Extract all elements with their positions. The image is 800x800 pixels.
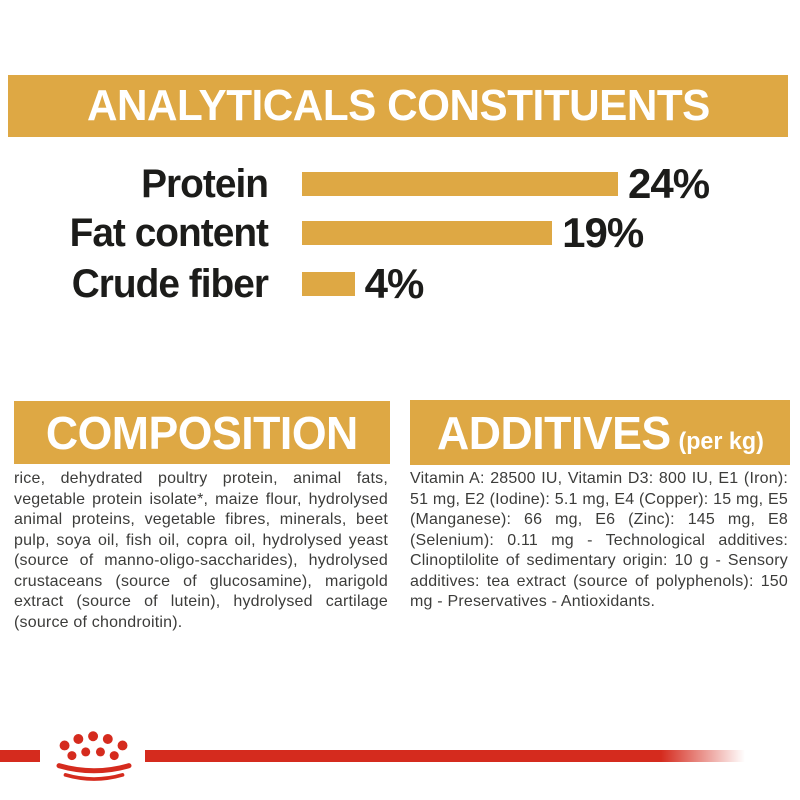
chart-row-crude-fiber: Crude fiber 4%: [0, 260, 800, 307]
additives-title-text: ADDITIVES: [436, 406, 671, 459]
analyticals-title: ANALYTICALS CONSTITUENTS: [86, 81, 710, 130]
chart-row-fat-content: Fat content 19%: [0, 209, 800, 256]
footer-red-line-right: [145, 750, 745, 762]
chart-value-label: 24%: [628, 160, 710, 207]
chart-value-label: 19%: [562, 209, 644, 256]
analyticals-header: ANALYTICALS CONSTITUENTS: [8, 75, 788, 137]
additives-title-suffix: (per kg): [678, 427, 764, 455]
additives-title: ADDITIVES (per kg): [437, 406, 764, 460]
chart-category-label: Protein: [141, 161, 269, 206]
chart-row-protein: Protein 24%: [0, 160, 800, 207]
chart-category-label: Fat content: [69, 210, 269, 255]
composition-header: COMPOSITION: [14, 401, 390, 464]
chart-bar: [302, 172, 618, 196]
chart-category-label: Crude fiber: [71, 261, 269, 306]
chart-bar: [302, 272, 355, 296]
composition-body: rice, dehydrated poultry protein, animal…: [14, 470, 388, 631]
chart-bar: [302, 221, 553, 245]
composition-title: COMPOSITION: [46, 406, 358, 459]
royal-canin-crown-logo: [56, 731, 132, 781]
additives-header: ADDITIVES (per kg): [410, 400, 790, 465]
chart-value-label: 4%: [364, 260, 425, 307]
additives-body: Vitamin A: 28500 IU, Vitamin D3: 800 IU,…: [410, 470, 788, 610]
footer-red-line-left: [0, 750, 40, 762]
